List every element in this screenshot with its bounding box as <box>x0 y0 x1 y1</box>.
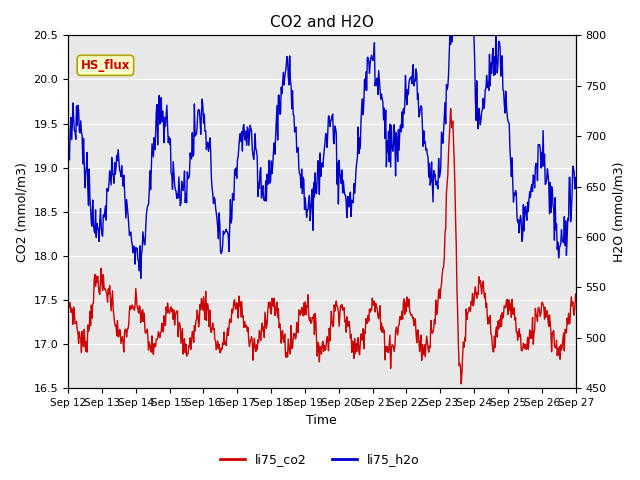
li75_co2 <box>447 106 454 111</box>
li75_co2 <box>125 307 133 313</box>
li75_h2o <box>449 23 456 28</box>
Y-axis label: CO2 (mmol/m3): CO2 (mmol/m3) <box>15 162 28 262</box>
li75_h2o <box>137 276 145 281</box>
Y-axis label: H2O (mmol/m3): H2O (mmol/m3) <box>612 162 625 262</box>
X-axis label: Time: Time <box>307 414 337 427</box>
li75_co2 <box>458 381 465 387</box>
li75_h2o <box>205 148 212 154</box>
li75_co2 <box>64 290 72 296</box>
li75_h2o <box>572 175 579 180</box>
li75_co2 <box>204 301 212 307</box>
Line: li75_co2: li75_co2 <box>68 108 575 384</box>
Legend: li75_co2, li75_h2o: li75_co2, li75_h2o <box>215 448 425 471</box>
Text: HS_flux: HS_flux <box>81 59 130 72</box>
li75_h2o <box>399 125 406 131</box>
li75_h2o <box>74 122 81 128</box>
li75_h2o <box>178 179 186 184</box>
li75_co2 <box>383 344 391 349</box>
li75_h2o <box>125 232 133 238</box>
li75_co2 <box>177 340 185 346</box>
li75_h2o <box>64 167 72 172</box>
li75_co2 <box>398 309 406 314</box>
li75_h2o <box>384 149 392 155</box>
Title: CO2 and H2O: CO2 and H2O <box>270 15 374 30</box>
li75_co2 <box>74 327 81 333</box>
li75_co2 <box>572 291 579 297</box>
Line: li75_h2o: li75_h2o <box>68 25 575 278</box>
